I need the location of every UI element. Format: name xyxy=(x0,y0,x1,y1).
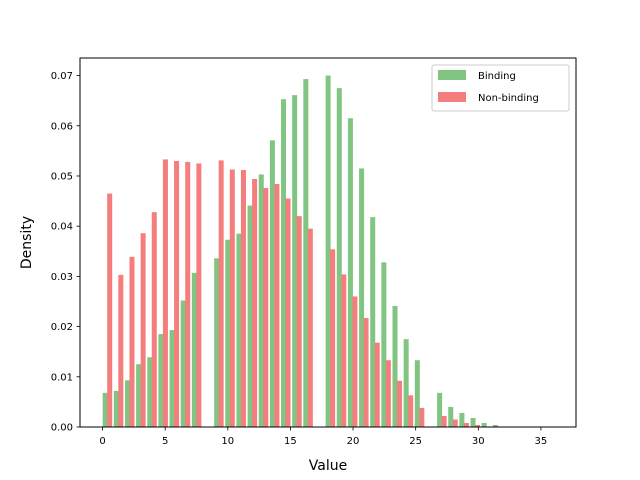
bar-binding-2 xyxy=(124,380,130,427)
bar-binding-16 xyxy=(292,95,298,428)
bar-binding-7 xyxy=(180,300,186,427)
y-axis-ticks: 0.00 0.01 0.02 0.03 0.04 0.05 0.06 0.07 xyxy=(51,71,80,434)
bar-non-binding-22 xyxy=(374,342,380,427)
bar-binding-18 xyxy=(325,75,331,427)
legend-swatch-binding xyxy=(438,70,466,80)
y-tick-label-1: 0.01 xyxy=(51,372,73,383)
bar-binding-22 xyxy=(370,217,376,427)
bar-binding-31 xyxy=(481,422,487,427)
bar-non-binding-0 xyxy=(107,193,113,427)
bar-binding-32 xyxy=(492,424,498,427)
bar-non-binding-30 xyxy=(475,424,481,427)
bar-non-binding-5 xyxy=(162,159,168,427)
bar-binding-19 xyxy=(336,88,342,428)
bar-binding-17 xyxy=(303,79,309,427)
x-tick-label-3: 15 xyxy=(284,436,297,447)
bar-binding-13 xyxy=(258,174,264,427)
bar-binding-15 xyxy=(281,99,287,428)
x-tick-label-1: 5 xyxy=(162,436,168,447)
legend-swatch-non-binding xyxy=(438,92,466,102)
bar-non-binding-9 xyxy=(218,160,224,428)
bar-binding-12 xyxy=(247,205,253,427)
y-axis-label: Density xyxy=(19,216,35,269)
bar-binding-5 xyxy=(158,334,164,427)
x-tick-label-4: 20 xyxy=(347,436,360,447)
y-tick-label-7: 0.07 xyxy=(51,71,73,82)
legend-box xyxy=(431,64,570,112)
bar-non-binding-21 xyxy=(363,318,369,427)
x-tick-label-7: 35 xyxy=(535,436,548,447)
bar-binding-21 xyxy=(359,168,365,427)
legend-label-non-binding: Non-binding xyxy=(478,93,539,104)
bar-binding-20 xyxy=(347,118,353,428)
x-tick-label-0: 0 xyxy=(99,436,105,447)
bar-non-binding-23 xyxy=(385,360,391,427)
bar-non-binding-6 xyxy=(174,160,180,428)
bar-binding-10 xyxy=(225,239,231,427)
legend-label-binding: Binding xyxy=(478,71,516,82)
bar-binding-30 xyxy=(470,417,476,427)
bar-non-binding-11 xyxy=(240,169,246,427)
bar-binding-24 xyxy=(392,306,398,427)
x-tick-label-2: 10 xyxy=(221,436,234,447)
bar-non-binding-17 xyxy=(307,228,313,427)
bar-binding-23 xyxy=(381,262,387,427)
bar-non-binding-15 xyxy=(285,198,291,427)
y-tick-label-3: 0.03 xyxy=(51,272,73,283)
bar-non-binding-28 xyxy=(452,419,458,427)
bar-binding-4 xyxy=(147,357,153,427)
bar-non-binding-26 xyxy=(419,407,425,427)
bar-binding-8 xyxy=(191,272,197,427)
y-tick-label-6: 0.06 xyxy=(51,121,73,132)
y-tick-label-4: 0.04 xyxy=(51,222,73,233)
bar-binding-29 xyxy=(459,412,465,427)
bar-non-binding-3 xyxy=(140,233,146,427)
plot-frame xyxy=(79,57,577,428)
bar-non-binding-19 xyxy=(341,274,347,427)
bar-binding-27 xyxy=(437,392,443,427)
x-tick-label-5: 25 xyxy=(409,436,422,447)
y-tick-label-0: 0.00 xyxy=(51,423,73,434)
bar-non-binding-20 xyxy=(352,296,358,427)
bar-non-binding-2 xyxy=(129,256,135,427)
bar-non-binding-7 xyxy=(185,161,191,428)
bar-binding-25 xyxy=(403,339,409,427)
y-tick-label-5: 0.05 xyxy=(51,171,73,182)
bar-binding-11 xyxy=(236,233,242,427)
bar-non-binding-8 xyxy=(196,163,202,427)
bar-non-binding-24 xyxy=(397,380,403,427)
bar-non-binding-13 xyxy=(263,188,269,427)
bar-binding-0 xyxy=(102,392,108,427)
bar-non-binding-25 xyxy=(408,395,414,427)
bar-non-binding-16 xyxy=(296,216,302,427)
bar-non-binding-10 xyxy=(229,169,235,427)
bar-non-binding-14 xyxy=(274,184,280,427)
x-axis-label: Value xyxy=(309,458,347,474)
bar-binding-3 xyxy=(136,364,142,427)
y-tick-label-2: 0.02 xyxy=(51,322,73,333)
bars-layer xyxy=(102,75,498,428)
bar-non-binding-18 xyxy=(330,249,336,427)
bar-non-binding-4 xyxy=(151,212,157,427)
bar-binding-14 xyxy=(269,140,275,427)
bar-binding-9 xyxy=(214,258,220,427)
bar-non-binding-12 xyxy=(252,178,258,427)
bar-non-binding-27 xyxy=(441,415,447,427)
bar-non-binding-1 xyxy=(118,274,124,427)
x-axis-ticks: 0 5 10 15 20 25 30 35 xyxy=(99,427,547,447)
bar-non-binding-29 xyxy=(463,422,469,427)
x-tick-label-6: 30 xyxy=(472,436,485,447)
bar-binding-6 xyxy=(169,330,175,427)
bar-binding-1 xyxy=(113,390,119,427)
bar-binding-28 xyxy=(448,406,454,427)
bar-binding-26 xyxy=(414,360,420,427)
legend: Binding Non-binding xyxy=(431,64,570,112)
